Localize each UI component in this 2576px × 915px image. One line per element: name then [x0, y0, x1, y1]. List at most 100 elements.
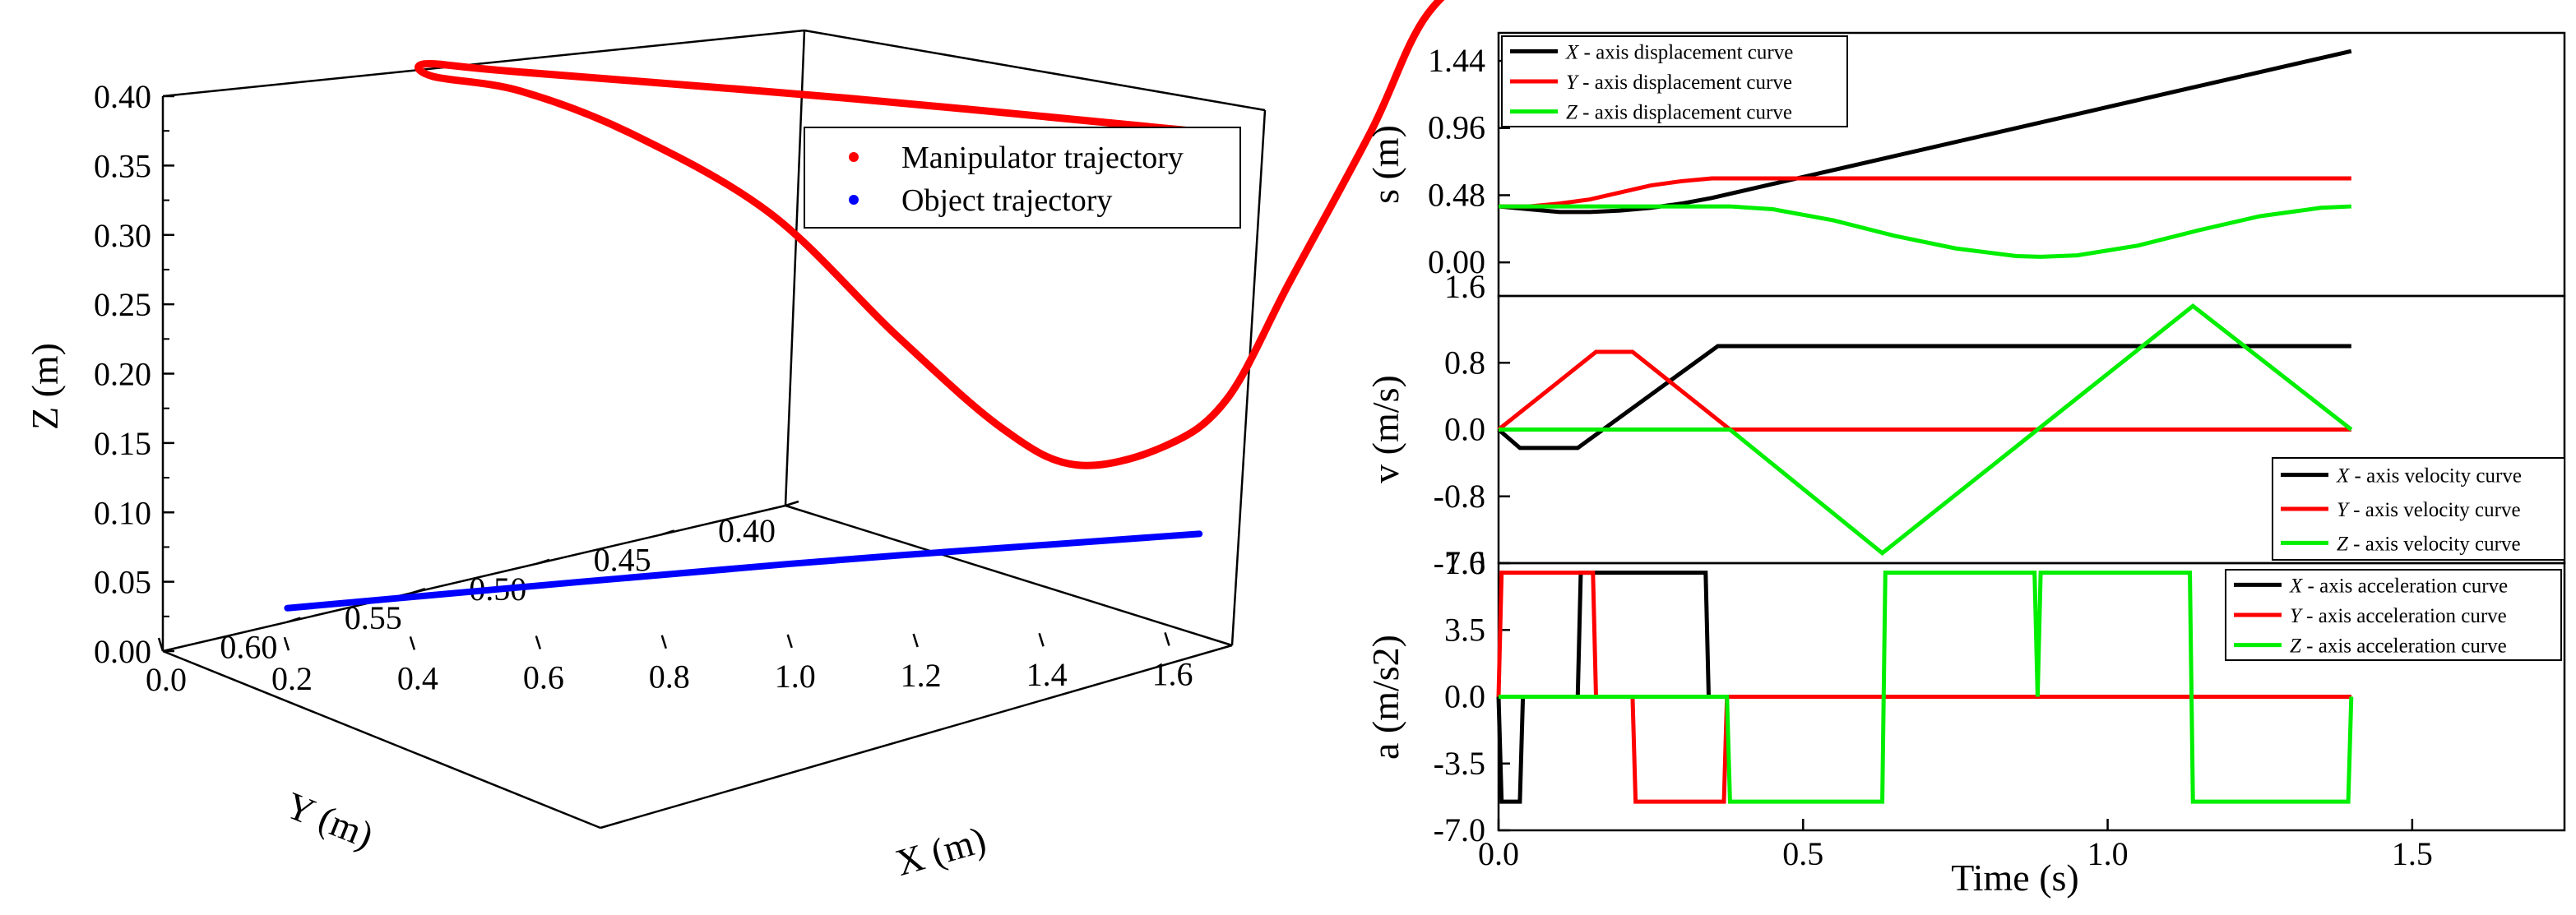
s-legend-label: X - axis displacement curve — [1565, 41, 1793, 63]
x-tick-label: 0.0 — [146, 661, 187, 698]
s-y-tick-label: 0.48 — [1428, 176, 1485, 213]
z-tick-label: 0.10 — [94, 494, 151, 531]
s-y-tick-label: 0.00 — [1428, 243, 1485, 280]
time-axis: 0.0 0.5 1.0 1.5 — [1478, 819, 2433, 872]
object-trajectory-line — [284, 530, 1203, 612]
s-legend-label: Y - axis displacement curve — [1566, 72, 1792, 94]
x-tick-label: 1.4 — [1026, 656, 1068, 693]
y-tick-label: 0.55 — [345, 599, 402, 636]
z-tick-label: 0.20 — [94, 356, 151, 393]
time-tick-label: 1.5 — [2392, 835, 2433, 872]
a-legend-label: Y - axis acceleration curve — [2290, 605, 2507, 627]
z-tick-label: 0.40 — [94, 78, 151, 115]
x-tick-label: 1.6 — [1152, 655, 1193, 692]
x-axis-ticks: 0.0 0.2 0.4 0.6 0.8 1.0 1.2 1.4 1.6 — [146, 632, 1193, 698]
z-tick-label: 0.25 — [94, 286, 151, 323]
x-tick-mark — [157, 637, 164, 652]
x-tick-mark — [535, 635, 542, 649]
a-y-tick-label: 3.5 — [1444, 611, 1485, 648]
velocity-panel: -1.6 -0.8 0.0 0.8 X - axis velocity curve Y -… — [1434, 294, 2566, 581]
x-tick-mark — [912, 633, 919, 648]
x-tick-label: 0.6 — [523, 659, 564, 696]
z-axis-ticks: 0.00 0.05 0.10 0.15 0.20 0.25 0.30 0.35 0.40 — [94, 78, 174, 670]
v-legend-label: Z - axis velocity curve — [2337, 533, 2521, 555]
a-y-tick-label: -7.0 — [1434, 811, 1485, 848]
s-legend-label: Z - axis displacement curve — [1566, 102, 1792, 124]
s-series-line-z — [1499, 204, 2351, 259]
y-tick-mark — [411, 588, 426, 594]
plot-box — [161, 29, 1267, 830]
s-legend-box — [1501, 35, 1848, 127]
x-tick-mark — [786, 634, 793, 649]
displacement-panel: 0.00 0.48 0.96 1.44 X - axis displacement cu… — [1428, 31, 2566, 298]
z-tick-label: 0.15 — [94, 425, 151, 462]
s-axis-title: s (m) — [1364, 125, 1406, 204]
x-tick-label: 1.2 — [901, 657, 942, 694]
trajectory-3d-plot: 0.00 0.05 0.10 0.15 0.20 0.25 0.30 0.35 0.40 0.4… — [24, 0, 1445, 884]
x-tick-label: 0.8 — [649, 659, 690, 695]
acceleration-panel: -7.0 -3.5 0.0 3.5 7.0 X - axis acceleration c… — [1434, 544, 2566, 848]
y-tick-label: 0.60 — [220, 629, 277, 666]
z-tick-label: 0.05 — [94, 564, 151, 601]
legend-marker-manipulator — [849, 152, 859, 162]
z-tick-label: 0.00 — [94, 633, 151, 670]
x-tick-label: 0.4 — [397, 659, 438, 696]
kinematics-plots: 0.00 0.48 0.96 1.44 X - axis displacement cu… — [1364, 31, 2566, 899]
y-axis-ticks: 0.400.450.500.550.60 — [220, 500, 799, 666]
y-tick-label: 0.45 — [594, 541, 651, 578]
legend-label-object: Object trajectory — [901, 183, 1112, 218]
a-y-tick-label: 0.0 — [1444, 678, 1485, 715]
a-legend-label: Z - axis acceleration curve — [2290, 635, 2507, 658]
z-axis-title: Z (m) — [24, 343, 66, 430]
v-y-tick-label: 0.8 — [1444, 344, 1485, 381]
x-tick-label: 1.0 — [775, 658, 816, 695]
s-series-line-y — [1499, 176, 2351, 209]
x-tick-mark — [283, 636, 290, 651]
trajectory-series — [284, 0, 1445, 612]
time-tick-label: 0.0 — [1478, 835, 1519, 872]
y-tick-mark — [287, 617, 301, 623]
a-series-line-z — [1499, 571, 2354, 804]
v-y-tick-label: -1.6 — [1434, 544, 1485, 581]
y-tick-mark — [785, 500, 799, 507]
x-axis-title: X (m) — [891, 818, 990, 884]
x-tick-mark — [409, 635, 416, 650]
s-series-line-x — [1498, 49, 2352, 215]
y-tick-label: 0.40 — [718, 512, 776, 549]
time-axis-title: Time (s) — [1951, 857, 2079, 899]
y-tick-mark — [660, 529, 674, 536]
v-y-tick-label: -0.8 — [1434, 478, 1485, 515]
x-tick-label: 0.2 — [271, 660, 313, 697]
v-legend-label: Y - axis velocity curve — [2337, 499, 2521, 521]
s-y-tick-label: 1.44 — [1428, 42, 1485, 79]
legend-box — [804, 127, 1241, 229]
time-tick-label: 1.0 — [2087, 835, 2129, 872]
v-series-line-z — [1499, 303, 2353, 557]
z-tick-label: 0.35 — [94, 147, 151, 184]
a-legend-label: X - axis acceleration curve — [2289, 575, 2508, 597]
y-axis-title: Y (m) — [280, 783, 380, 856]
s-extra-top-label: 1.6 — [1444, 268, 1485, 305]
v-legend-label: X - axis velocity curve — [2336, 465, 2522, 488]
legend-marker-object — [849, 195, 859, 205]
v-axis-title: v (m/s) — [1364, 375, 1406, 483]
a-series-line-y — [1496, 571, 2351, 804]
z-tick-label: 0.30 — [94, 217, 151, 254]
a-y-tick-label: 7.0 — [1444, 544, 1485, 581]
v-y-tick-label: 0.0 — [1444, 411, 1485, 448]
x-tick-mark — [1164, 632, 1170, 646]
a-series-line-x — [1496, 571, 2351, 804]
legend-label-manipulator: Manipulator trajectory — [901, 141, 1184, 175]
legend: Manipulator trajectory Object trajectory — [804, 127, 1241, 229]
a-y-tick-label: -3.5 — [1434, 745, 1485, 782]
y-tick-mark — [535, 558, 550, 565]
a-axis-title: a (m/s2) — [1364, 635, 1406, 760]
s-y-tick-label: 0.96 — [1428, 109, 1485, 146]
v-series-line-x — [1497, 344, 2351, 451]
x-tick-mark — [660, 635, 667, 649]
v-series-line-y — [1497, 349, 2351, 432]
x-tick-mark — [1038, 632, 1045, 647]
time-tick-label: 0.5 — [1782, 835, 1823, 872]
manipulator-trajectory-line — [414, 0, 1445, 469]
